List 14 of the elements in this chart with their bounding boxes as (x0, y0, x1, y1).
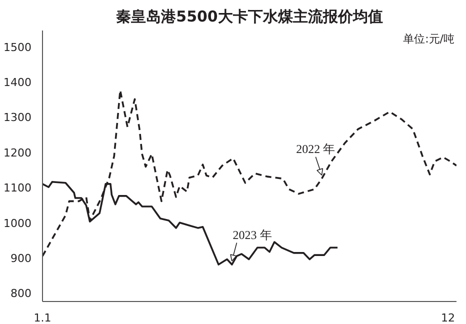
y-tick-label: 1100 (4, 182, 32, 195)
y-tick-label: 800 (10, 287, 32, 300)
annotation: 单位:元/吨 (403, 32, 455, 46)
y-tick-label: 1200 (4, 146, 32, 160)
annotation: 2023 年 (232, 228, 272, 242)
chart-title: 秦皇岛港5500大卡下水煤主流报价均值 (116, 8, 383, 26)
y-tick-label: 1400 (4, 76, 32, 90)
y-tick-label: 1500 (4, 40, 32, 54)
x-tick-label: 1.1 (34, 312, 52, 324)
y-tick-label: 1000 (4, 216, 32, 230)
y-tick-label: 1300 (4, 111, 32, 124)
y-tick-label: 900 (10, 252, 32, 266)
x-tick-label: 12 (441, 312, 456, 324)
annotation: 2022 年 (296, 142, 336, 156)
